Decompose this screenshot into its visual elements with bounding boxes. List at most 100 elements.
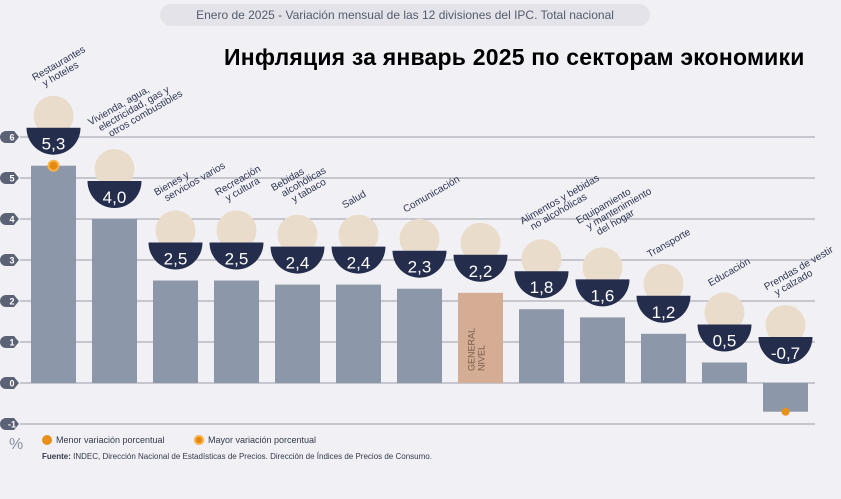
category-label: Vivienda, agua,electricidad, gas yotros …	[87, 71, 185, 146]
value-badge: -0,7	[758, 305, 813, 364]
y-tick-label: 0	[9, 379, 14, 389]
bar	[214, 280, 259, 383]
category-icon	[765, 305, 806, 345]
legend-label: Menor variación porcentual	[56, 435, 165, 445]
badge-shape	[392, 250, 447, 278]
category-icon	[33, 95, 74, 136]
legend-item-min: Menor variación porcentual	[42, 435, 165, 445]
y-tick-label: 5	[9, 174, 14, 184]
category-label: Restaurantesy hoteles	[31, 44, 93, 92]
value-badge: 1,2	[636, 263, 691, 323]
badge-shape	[26, 127, 81, 155]
category-icon	[155, 210, 196, 251]
value-badge: 1,8	[514, 239, 569, 299]
y-tick-marker	[0, 172, 19, 184]
value-label: -0,7	[771, 344, 800, 363]
y-axis-unit: %	[9, 436, 24, 453]
y-tick-marker	[0, 131, 19, 143]
category-label: Bienes yservicios varios	[153, 152, 228, 207]
label-line: Educación	[707, 256, 753, 289]
y-tick-marker	[0, 418, 19, 430]
value-label: 1,2	[652, 303, 676, 322]
value-label: 0,5	[713, 332, 737, 351]
label-line: Comunicación	[402, 174, 462, 215]
value-label: 1,8	[530, 278, 554, 297]
bar	[641, 333, 686, 383]
value-badge: 4,0	[87, 149, 142, 208]
value-badge: 2,2	[453, 222, 508, 282]
source-text: INDEC, Dirección Nacional de Estadística…	[70, 452, 432, 461]
category-icon	[582, 247, 623, 288]
y-tick-marker	[0, 295, 19, 307]
category-label: Transporte	[646, 227, 693, 261]
value-badge: 1,6	[575, 247, 630, 307]
value-label: 2,2	[469, 262, 493, 281]
value-badge: 2,3	[392, 218, 447, 278]
source-label: Fuente:	[42, 452, 71, 461]
value-badge: 2,4	[270, 214, 325, 274]
bar	[31, 165, 76, 383]
value-label: 2,5	[164, 250, 188, 269]
category-icon	[216, 210, 257, 251]
value-badge: 2,5	[148, 210, 203, 270]
chart-subtitle: Enero de 2025 - Variación mensual de las…	[160, 4, 650, 26]
bar	[275, 284, 320, 383]
value-label: 4,0	[103, 188, 127, 207]
badge-shape	[514, 271, 569, 299]
category-icon	[460, 222, 501, 263]
min-marker	[781, 407, 790, 416]
bar	[92, 219, 137, 383]
min-marker-icon	[42, 435, 52, 445]
category-label: Comunicación	[402, 174, 462, 215]
value-badge: 0,5	[697, 292, 752, 352]
y-tick-label: 1	[9, 338, 14, 348]
bar	[702, 362, 747, 383]
category-icon	[399, 218, 440, 259]
badge-shape	[758, 337, 813, 364]
overlay-title: Инфляция за январь 2025 по секторам экон…	[224, 44, 805, 70]
value-label: 2,4	[347, 254, 371, 273]
general-level-label: NIVELGENERAL	[467, 328, 487, 371]
y-tick-marker	[0, 213, 19, 225]
badge-shape	[87, 181, 142, 208]
badge-shape	[636, 295, 691, 323]
bar-general	[458, 292, 503, 383]
badge-shape	[209, 242, 264, 270]
value-label: 5,3	[42, 135, 66, 154]
category-icon	[521, 239, 562, 280]
category-label: Salud	[341, 189, 369, 211]
label-line: NIVEL	[477, 345, 487, 371]
max-marker-icon	[194, 435, 204, 445]
category-icon	[704, 292, 745, 333]
y-tick-marker	[0, 336, 19, 348]
value-label: 1,6	[591, 286, 615, 305]
category-label: Bebidasalcohólicasy tabaco	[270, 157, 334, 212]
source-note: Fuente: INDEC, Dirección Nacional de Est…	[42, 452, 432, 461]
y-tick-label: 6	[9, 133, 14, 143]
bar	[336, 284, 381, 383]
value-label: 2,4	[286, 254, 310, 273]
badge-shape	[697, 324, 752, 352]
y-tick-marker	[0, 254, 19, 266]
legend-item-max: Mayor variación porcentual	[194, 435, 316, 445]
y-tick-label: 2	[9, 297, 14, 307]
bar	[763, 383, 808, 412]
category-label: Educación	[707, 256, 753, 289]
category-icon	[643, 263, 684, 304]
label-line: GENERAL	[467, 328, 477, 371]
category-icon	[94, 149, 135, 189]
category-icon	[277, 214, 318, 255]
badge-shape	[270, 246, 325, 274]
value-label: 2,5	[225, 250, 249, 269]
y-tick-marker	[0, 377, 19, 389]
max-marker	[47, 159, 60, 172]
badge-shape	[453, 254, 508, 282]
bar	[153, 280, 198, 383]
value-label: 2,3	[408, 258, 432, 277]
y-tick-label: 4	[9, 215, 14, 225]
value-badge: 2,4	[331, 214, 386, 274]
bar	[519, 309, 564, 383]
category-label: Prendas de vestiry calzado	[763, 244, 841, 301]
